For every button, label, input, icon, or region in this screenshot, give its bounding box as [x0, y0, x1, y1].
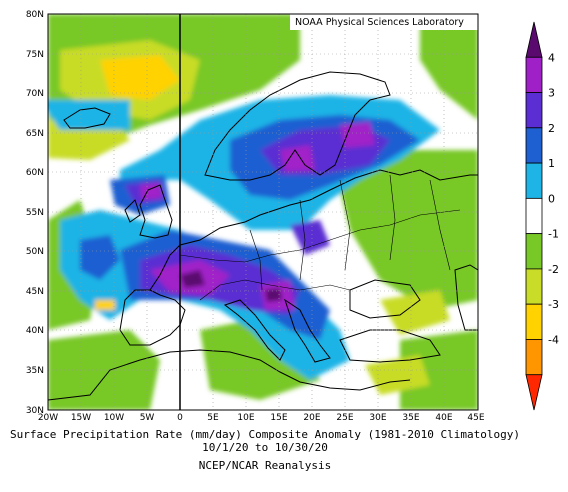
lon-label: 20E — [303, 413, 320, 423]
lon-label: 15W — [71, 413, 91, 423]
colorbar-segment — [525, 56, 543, 93]
colorbar-label: 4 — [548, 51, 555, 64]
map-plot-area: NOAA Physical Sciences Laboratory — [48, 14, 478, 410]
colorbar-segment — [525, 197, 543, 235]
lon-label: 5E — [207, 413, 219, 423]
lon-label: 10W — [104, 413, 124, 423]
colorbar-label: 3 — [548, 87, 555, 100]
lon-label: 40E — [435, 413, 452, 423]
lon-label: 30E — [369, 413, 386, 423]
colorbar-label: -2 — [548, 263, 559, 276]
lat-label: 40N — [26, 326, 44, 336]
colorbar-segment — [525, 92, 543, 129]
credit-text: NOAA Physical Sciences Laboratory — [295, 17, 464, 28]
lat-label: 45N — [26, 287, 44, 297]
lat-label: 80N — [26, 10, 44, 20]
lat-label: 75N — [26, 50, 44, 60]
lat-label: 30N — [26, 406, 44, 416]
lon-label: 45E — [467, 413, 484, 423]
colorbar-segment — [525, 233, 543, 270]
anomaly-field — [48, 14, 478, 410]
lon-label: 25E — [336, 413, 353, 423]
lon-label: 15E — [270, 413, 287, 423]
lat-label: 65N — [26, 129, 44, 139]
colorbar-label: -3 — [548, 298, 559, 311]
colorbar-segment — [525, 268, 543, 305]
colorbar-segment — [525, 339, 543, 376]
lat-label: 35N — [26, 366, 44, 376]
caption-title: Surface Precipitation Rate (mm/day) Comp… — [10, 428, 520, 441]
caption-source: NCEP/NCAR Reanalysis — [198, 459, 332, 472]
lon-label: 5W — [140, 413, 155, 423]
country-borders — [179, 174, 461, 301]
colorbar-segment — [525, 21, 543, 58]
lon-label: 0 — [177, 413, 183, 423]
colorbar-label: 2 — [548, 122, 555, 135]
lon-label: 10E — [237, 413, 254, 423]
lat-label: 60N — [26, 168, 44, 178]
lon-label: 35E — [402, 413, 419, 423]
colorbar-label: 0 — [548, 192, 555, 205]
credit-box — [290, 14, 478, 30]
lon-label: 20W — [38, 413, 58, 423]
colorbar: 4 3 2 1 0 -1 -2 -3 -4 — [525, 21, 559, 411]
latitude-axis: 80N 75N 70N 65N 60N 55N 50N 45N 40N 35N … — [26, 10, 44, 416]
lat-label: 50N — [26, 247, 44, 257]
colorbar-segment — [525, 127, 543, 164]
colorbar-label: -1 — [548, 228, 559, 241]
colorbar-label: -4 — [548, 333, 559, 346]
lat-label: 70N — [26, 89, 44, 99]
map-frame — [47, 13, 479, 411]
caption-dates: 10/1/20 to 10/30/20 — [202, 441, 328, 454]
colorbar-segment — [525, 303, 543, 340]
colorbar-segment — [525, 162, 543, 199]
lat-label: 55N — [26, 208, 44, 218]
colorbar-segment — [525, 374, 543, 411]
colorbar-label: 1 — [548, 157, 555, 170]
longitude-axis: 20W 15W 10W 5W 0 5E 10E 15E 20E 25E 30E … — [38, 413, 485, 423]
